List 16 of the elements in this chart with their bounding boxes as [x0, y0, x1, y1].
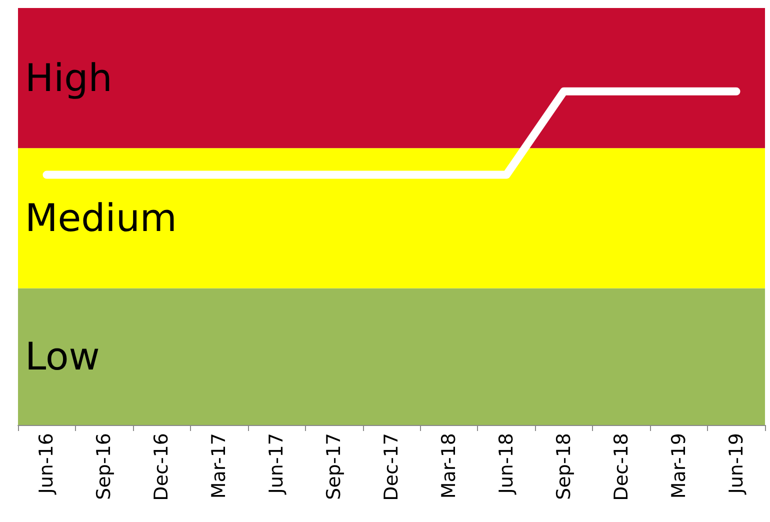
band-label: High	[25, 56, 112, 100]
x-tick-label: Dec-17	[380, 433, 402, 501]
x-tick-label: Mar-18	[438, 433, 460, 499]
band-label: Medium	[25, 196, 177, 240]
x-tick-label: Dec-18	[610, 433, 632, 501]
x-tick-label: Jun-18	[495, 433, 518, 495]
x-tick-label: Jun-16	[36, 433, 58, 495]
band-label: Low	[25, 334, 100, 379]
x-tick-label: Mar-17	[208, 433, 230, 499]
x-tick-label: Mar-19	[668, 433, 690, 499]
x-tick-label: Sep-16	[93, 433, 116, 500]
x-tick-label: Dec-16	[150, 433, 173, 501]
x-tick-label: Sep-17	[323, 433, 346, 500]
x-tick-label: Jun-19	[725, 433, 748, 495]
x-tick-label: Sep-18	[552, 433, 575, 500]
x-tick-label: Jun-17	[266, 433, 288, 495]
